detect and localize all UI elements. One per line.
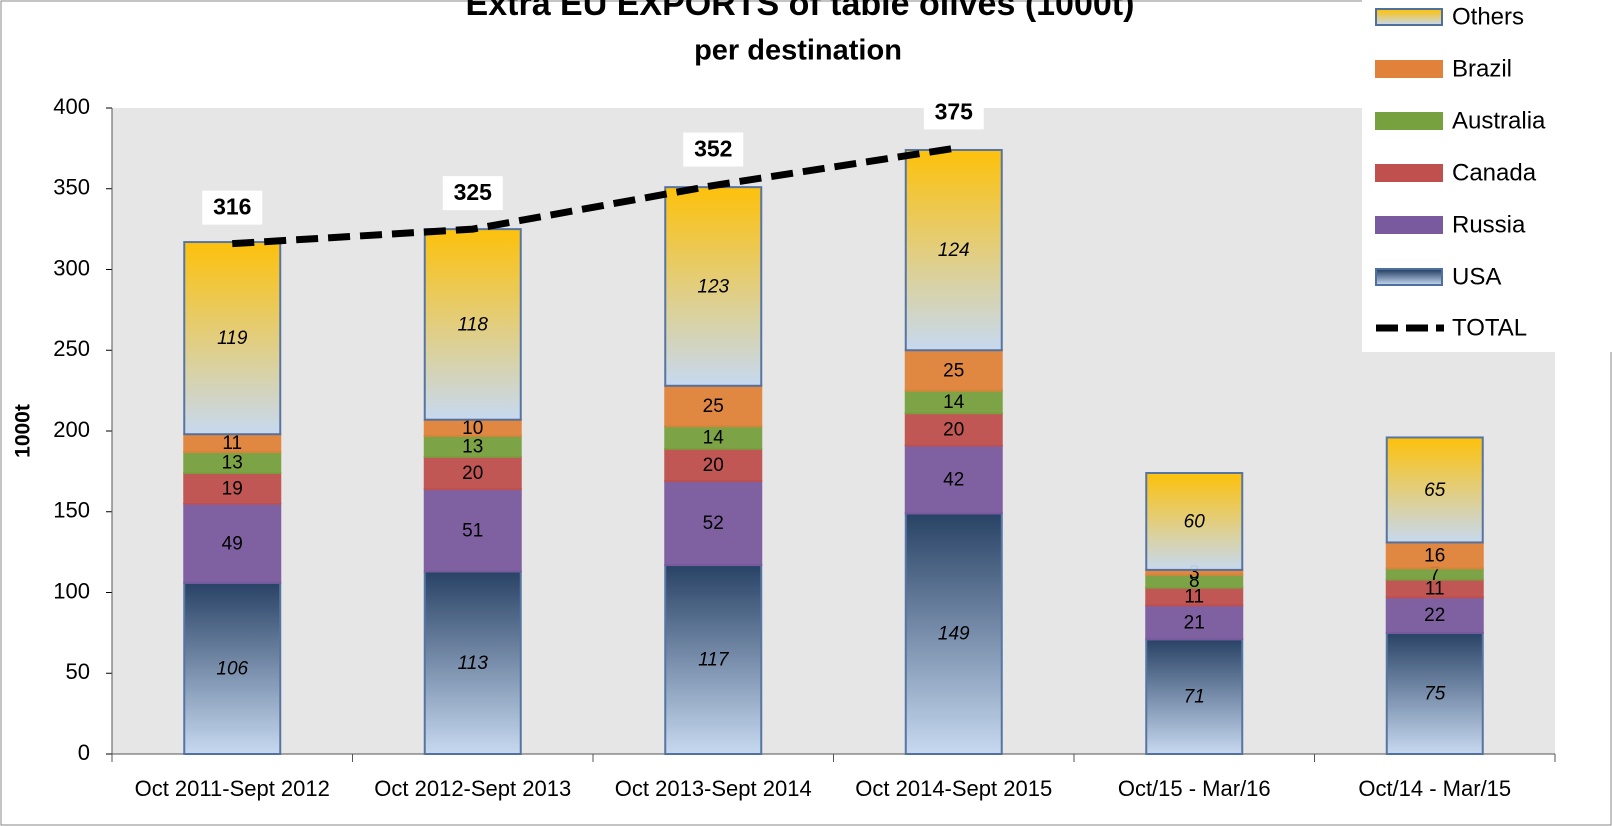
bar-segment bbox=[904, 148, 1003, 352]
data-label: 14 bbox=[703, 427, 725, 448]
total-label: 316 bbox=[213, 194, 251, 220]
data-label: 75 bbox=[1424, 683, 1446, 704]
bar-segment bbox=[183, 502, 282, 584]
data-label: 11 bbox=[1425, 578, 1445, 599]
total-label-box bbox=[683, 132, 744, 167]
bar-segment bbox=[664, 447, 763, 483]
chart-title: Extra EU EXPORTS of table olives (1000t) bbox=[466, 0, 1135, 23]
y-tick-label: 350 bbox=[53, 175, 90, 200]
data-label: 11 bbox=[222, 433, 242, 454]
data-label: 10 bbox=[462, 418, 483, 439]
legend-swatch bbox=[1375, 164, 1443, 182]
data-label: 13 bbox=[222, 453, 243, 474]
y-tick-label: 250 bbox=[53, 336, 90, 361]
data-label: 11 bbox=[1184, 587, 1204, 608]
data-label: 21 bbox=[1184, 612, 1205, 633]
data-label: 123 bbox=[697, 276, 729, 297]
chart-subtitle: per destination bbox=[694, 35, 902, 67]
data-label: 14 bbox=[943, 392, 965, 413]
x-tick-label: Oct/15 - Mar/16 bbox=[1118, 776, 1271, 801]
legend-label: USA bbox=[1452, 263, 1501, 290]
total-line bbox=[232, 144, 955, 248]
y-tick-label: 100 bbox=[53, 578, 90, 603]
x-tick-label: Oct/14 - Mar/15 bbox=[1358, 776, 1511, 801]
plot-area bbox=[112, 108, 1555, 754]
legend-swatch bbox=[1375, 8, 1443, 26]
bar-segment bbox=[183, 241, 282, 436]
bar-segment bbox=[183, 471, 282, 505]
x-tick-label: Oct 2012-Sept 2013 bbox=[374, 776, 571, 801]
legend-label: Russia bbox=[1452, 211, 1526, 238]
y-tick-label: 300 bbox=[53, 255, 90, 280]
x-tick-label: Oct 2014-Sept 2015 bbox=[855, 776, 1052, 801]
bar-segment bbox=[664, 480, 763, 567]
total-label: 352 bbox=[694, 136, 732, 162]
bar-segment bbox=[183, 581, 282, 755]
legend-label: Australia bbox=[1452, 107, 1546, 134]
data-label: 124 bbox=[938, 240, 970, 261]
bar-segment bbox=[423, 455, 522, 491]
bar-segment bbox=[904, 349, 1003, 392]
data-label: 60 bbox=[1184, 511, 1206, 532]
data-label: 13 bbox=[462, 436, 483, 457]
bar-segment bbox=[423, 570, 522, 755]
total-label-box bbox=[442, 176, 503, 211]
bar-segment bbox=[1145, 471, 1244, 571]
bar-segment bbox=[904, 512, 1003, 755]
data-label: 16 bbox=[1424, 545, 1445, 566]
bar-segment bbox=[423, 488, 522, 573]
data-label: 20 bbox=[943, 419, 964, 440]
total-label: 375 bbox=[935, 98, 974, 124]
total-label: 325 bbox=[454, 179, 493, 205]
data-label: 25 bbox=[703, 396, 724, 417]
legend-label: Canada bbox=[1452, 159, 1537, 186]
total-label-box bbox=[202, 190, 263, 225]
data-label: 149 bbox=[938, 624, 970, 645]
legend-swatch bbox=[1375, 112, 1443, 130]
legend-swatch bbox=[1375, 216, 1443, 234]
legend-swatch bbox=[1375, 268, 1443, 286]
data-label: 19 bbox=[222, 478, 243, 499]
data-label: 113 bbox=[458, 653, 489, 674]
data-label: 117 bbox=[698, 650, 730, 671]
y-axis-label: 1000t bbox=[12, 404, 35, 458]
data-label: 52 bbox=[703, 513, 724, 534]
data-label: 71 bbox=[1184, 687, 1205, 708]
data-label: 119 bbox=[217, 328, 248, 349]
data-label: 65 bbox=[1424, 480, 1446, 501]
bar-segment bbox=[1385, 596, 1484, 634]
y-tick-label: 50 bbox=[66, 659, 90, 684]
data-label: 20 bbox=[462, 463, 483, 484]
legend-label: Brazil bbox=[1452, 55, 1512, 82]
data-label: 51 bbox=[462, 520, 483, 541]
legend-label: Others bbox=[1452, 3, 1524, 30]
y-tick-label: 0 bbox=[78, 740, 90, 765]
legend-swatch bbox=[1375, 60, 1443, 78]
bar-segment bbox=[904, 444, 1003, 515]
bar-segment bbox=[1385, 436, 1484, 544]
legend-label: TOTAL bbox=[1452, 314, 1527, 341]
x-tick-label: Oct 2013-Sept 2014 bbox=[615, 776, 812, 801]
data-label: 20 bbox=[703, 455, 724, 476]
data-label: 3 bbox=[1189, 562, 1200, 583]
x-tick-label: Oct 2011-Sept 2012 bbox=[135, 776, 330, 801]
bar-segment bbox=[423, 228, 522, 421]
bar-segment bbox=[664, 564, 763, 755]
bar-segment bbox=[664, 186, 763, 387]
data-label: 22 bbox=[1424, 605, 1445, 626]
data-label: 106 bbox=[216, 658, 248, 679]
y-tick-label: 150 bbox=[53, 498, 90, 523]
bar-segment bbox=[664, 384, 763, 428]
data-label: 42 bbox=[943, 469, 964, 490]
total-label-box bbox=[923, 95, 984, 130]
data-label: 49 bbox=[222, 533, 243, 554]
y-tick-label: 400 bbox=[53, 94, 90, 119]
data-label: 118 bbox=[458, 314, 489, 335]
data-label: 8 bbox=[1189, 571, 1200, 592]
data-label: 7 bbox=[1429, 564, 1440, 585]
data-label: 25 bbox=[943, 360, 964, 381]
y-tick-label: 200 bbox=[53, 417, 90, 442]
